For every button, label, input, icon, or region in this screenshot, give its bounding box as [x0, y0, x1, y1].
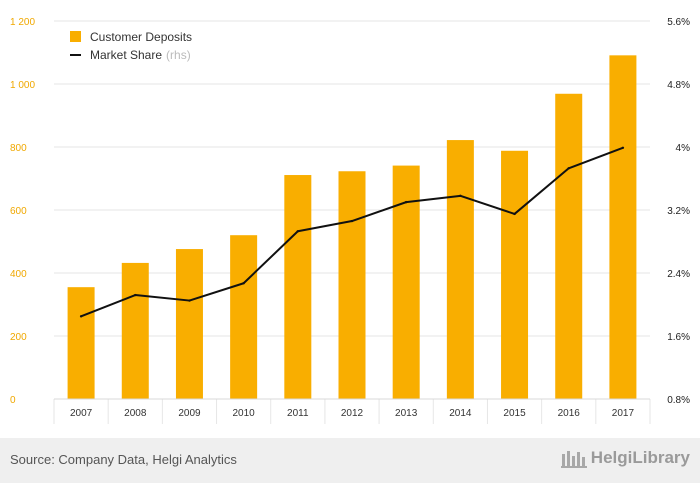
y-right-tick-label: 5.6%	[667, 17, 690, 28]
chart-svg: 0 200 400 600 800 1 000 1 200 0.8% 1.6% 2.4% 3.2% 4…	[10, 17, 690, 424]
bar-customer-deposits	[230, 235, 258, 399]
legend-label-market-share: Market Share (rhs)	[90, 48, 191, 62]
legend-label-market-share-name: Market Share	[90, 48, 162, 62]
y-left-tick-label: 200	[10, 332, 27, 343]
x-tick-label: 2015	[503, 408, 526, 419]
y-right-tick-label: 2.4%	[667, 269, 690, 280]
y-left-tick-label: 1 000	[10, 80, 35, 91]
bar-customer-deposits	[609, 55, 637, 400]
bar-customer-deposits	[338, 171, 366, 399]
y-right-tick-label: 0.8%	[667, 395, 690, 406]
x-tick-label: 2012	[341, 408, 364, 419]
point-market-share	[621, 146, 625, 149]
bar-customer-deposits	[284, 175, 312, 399]
legend-label-market-share-suffix: (rhs)	[166, 48, 191, 62]
x-tick-label: 2013	[395, 408, 418, 419]
point-market-share	[188, 299, 191, 302]
y-left-tick-label: 800	[10, 143, 27, 154]
bar-layer	[67, 55, 637, 400]
y-right-tick-label: 4.8%	[667, 80, 690, 91]
point-market-share	[242, 282, 245, 285]
x-tick-label: 2009	[178, 408, 201, 419]
x-tick-label: 2017	[612, 408, 635, 419]
x-tick-label: 2010	[233, 408, 256, 419]
bar-customer-deposits	[501, 150, 529, 399]
point-market-share	[296, 230, 300, 233]
bar-customer-deposits	[446, 140, 474, 399]
y-left-tick-label: 600	[10, 206, 27, 217]
brand-name: HelgiLibrary	[590, 448, 690, 467]
bar-customer-deposits	[175, 249, 203, 399]
y-right-tick-label: 4%	[676, 143, 691, 154]
point-market-share	[134, 293, 137, 297]
legend-label-customer-deposits: Customer Deposits	[90, 30, 192, 44]
legend-swatch-customer-deposits	[70, 31, 81, 42]
x-tick-label: 2008	[124, 408, 147, 419]
source-text: Source: Company Data, Helgi Analytics	[10, 452, 237, 467]
y-left-tick-label: 1 200	[10, 17, 35, 28]
brand-logo: HelgiLibrary	[560, 448, 690, 468]
bar-customer-deposits	[67, 287, 95, 399]
x-tick-label: 2011	[287, 408, 309, 419]
y-right-tick-label: 3.2%	[667, 206, 690, 217]
point-market-share	[79, 315, 83, 318]
point-market-share	[350, 219, 354, 223]
library-icon	[560, 451, 587, 468]
x-tick-label: 2007	[70, 408, 93, 419]
axis-layer: 0 200 400 600 800 1 000 1 200 0.8% 1.6% 2.4% 3.2% 4…	[10, 17, 690, 419]
point-market-share	[404, 200, 408, 204]
grid-layer	[53, 20, 651, 424]
x-tick-label: 2014	[449, 408, 472, 419]
point-market-share	[513, 212, 516, 216]
x-tick-label: 2016	[558, 408, 581, 419]
bar-customer-deposits	[121, 262, 149, 399]
legend: Customer Deposits Market Share (rhs)	[70, 30, 192, 62]
bar-customer-deposits	[555, 93, 583, 399]
point-market-share	[459, 194, 462, 198]
point-market-share	[567, 167, 570, 170]
y-right-tick-label: 1.6%	[667, 332, 690, 343]
y-left-tick-label: 400	[10, 269, 27, 280]
y-left-tick-label: 0	[10, 395, 16, 406]
line-layer	[79, 146, 625, 318]
